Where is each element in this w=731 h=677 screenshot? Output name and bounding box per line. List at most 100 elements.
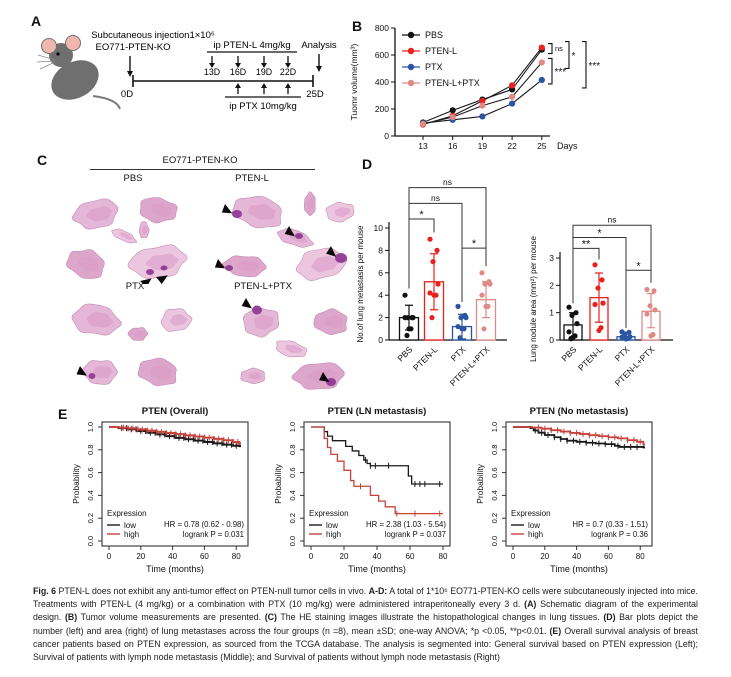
svg-text:60: 60	[406, 552, 415, 561]
panel-d-label: D	[362, 156, 373, 172]
svg-text:0.0: 0.0	[288, 536, 297, 546]
svg-text:0.2: 0.2	[490, 513, 499, 523]
caption-segment: PTEN-L does not exhibit any anti-tumor e…	[56, 586, 369, 596]
svg-text:low: low	[124, 521, 136, 530]
km-plot-no-metastasis: 0.0 0.2 0.4 0.6 0.8 1.0 0 20 40 60 80 PTEN (No meta…	[475, 406, 653, 574]
caption-segment: Tumor volume measurements are presented.	[77, 612, 265, 623]
caption-segment: (A)	[524, 599, 537, 610]
svg-text:Probability: Probability	[71, 463, 81, 503]
svg-text:ns: ns	[555, 44, 563, 53]
svg-text:low: low	[528, 521, 540, 530]
svg-text:20: 20	[540, 552, 549, 561]
caption-segment: (C)	[264, 612, 277, 623]
svg-text:PTEN-L+PTX: PTEN-L+PTX	[425, 78, 480, 88]
svg-text:400: 400	[375, 77, 389, 87]
svg-text:HR = 0.7 (0.33 - 1.51): HR = 0.7 (0.33 - 1.51)	[572, 520, 648, 529]
svg-text:Time (months): Time (months)	[348, 564, 406, 574]
histology-image-pbs	[66, 197, 188, 284]
caption-segment: Bar plots depict the number (left) and a…	[33, 612, 699, 636]
svg-text:4: 4	[378, 290, 383, 300]
svg-text:**: **	[582, 238, 591, 250]
svg-text:PTEN-L: PTEN-L	[425, 46, 457, 56]
svg-text:0: 0	[378, 335, 383, 345]
svg-text:20: 20	[340, 552, 349, 561]
tumor-volume-chart: 0 200 400 600 800 13 16 19 22 25 Days Tuomr volume(…	[349, 23, 601, 151]
svg-text:Probability: Probability	[273, 463, 283, 503]
svg-text:13: 13	[418, 141, 428, 151]
caption-segment: Fig. 6	[33, 586, 57, 596]
svg-text:high: high	[326, 530, 341, 539]
histology-header: EO771-PTEN-KO	[162, 155, 238, 166]
svg-text:0: 0	[511, 552, 516, 561]
svg-text:0.2: 0.2	[288, 513, 297, 523]
svg-text:logrank P = 0.037: logrank P = 0.037	[385, 530, 446, 539]
svg-text:Expression: Expression	[309, 509, 349, 518]
svg-text:PTEN-L: PTEN-L	[411, 344, 440, 373]
svg-text:3: 3	[549, 253, 554, 263]
svg-text:2: 2	[378, 313, 383, 323]
svg-text:19: 19	[478, 141, 488, 151]
svg-text:0.8: 0.8	[288, 445, 297, 455]
pten-down-arrows	[209, 56, 291, 68]
svg-text:ns: ns	[431, 193, 440, 203]
svg-text:PTEN (LN metastasis): PTEN (LN metastasis)	[328, 406, 427, 417]
svg-text:Lung nodule area (mm²) per mou: Lung nodule area (mm²) per mouse	[529, 236, 538, 362]
caption-segment: Schematic diagram of the experimental de…	[33, 599, 698, 623]
mouse-icon	[36, 35, 121, 110]
svg-text:0.4: 0.4	[86, 490, 95, 500]
experiment-schematic: Subcutaneous injection1×10⁶ EO771-PTEN-K…	[36, 30, 337, 112]
svg-text:60: 60	[604, 552, 613, 561]
svg-text:40: 40	[572, 552, 581, 561]
svg-text:0.0: 0.0	[86, 536, 95, 546]
chart-legend: PBS PTEN-L PTX PTEN-L+PTX	[402, 30, 480, 88]
svg-text:PBS: PBS	[395, 344, 414, 363]
caption-segment: A-D:	[368, 586, 388, 596]
caption-segment: A total of 1*10⁶ EO771-PTEN-KO cells wer…	[33, 586, 699, 610]
svg-text:logrank P = 0.36: logrank P = 0.36	[591, 530, 648, 539]
svg-text:high: high	[124, 530, 139, 539]
svg-text:8: 8	[378, 245, 383, 255]
figure-caption: Fig. 6 PTEN-L does not exhibit any anti-…	[33, 585, 698, 664]
svg-text:10: 10	[374, 223, 384, 233]
svg-text:80: 80	[232, 552, 241, 561]
svg-text:ns: ns	[608, 215, 617, 225]
svg-text:PTX: PTX	[425, 62, 443, 72]
histology-header-rule	[90, 169, 315, 170]
km-annotation: HR = 0.78 (0.62 - 0.98)logrank P = 0.031	[164, 520, 244, 539]
svg-text:*: *	[597, 228, 602, 240]
svg-text:PBS: PBS	[559, 344, 578, 363]
svg-text:PTEN (No metastasis): PTEN (No metastasis)	[530, 406, 629, 417]
svg-text:logrank P = 0.031: logrank P = 0.031	[183, 530, 244, 539]
pten-treatment-label: ip PTEN-L 4mg/kg	[213, 40, 290, 51]
analysis-label: Analysis	[301, 40, 337, 51]
svg-text:No.of lung metastasis per mous: No.of lung metastasis per mouse	[356, 225, 365, 342]
svg-text:0: 0	[549, 335, 554, 345]
caption-segment: (B)	[65, 612, 78, 623]
svg-text:PTX: PTX	[449, 344, 468, 363]
caption-segment: (D)	[603, 612, 616, 623]
treatment-day-22: 22D	[280, 67, 296, 77]
svg-text:25: 25	[537, 141, 547, 151]
panel-b-label: B	[352, 18, 363, 34]
svg-text:Probability: Probability	[475, 463, 485, 503]
svg-text:***: ***	[589, 61, 601, 72]
svg-text:0.6: 0.6	[86, 467, 95, 477]
svg-text:60: 60	[200, 552, 209, 561]
svg-text:22: 22	[507, 141, 517, 151]
day-start-label: 0D	[121, 89, 133, 100]
svg-text:1: 1	[549, 308, 554, 318]
svg-text:Expression: Expression	[107, 509, 147, 518]
treatment-day-16: 16D	[230, 67, 246, 77]
treatment-day-13: 13D	[204, 67, 220, 77]
svg-text:0.0: 0.0	[490, 536, 499, 546]
quadrant-label-ptenl: PTEN-L	[235, 173, 269, 184]
injection-text-line2: EO771-PTEN-KO	[96, 42, 171, 53]
ptx-up-arrows	[235, 83, 291, 94]
histology-image-ptx	[71, 303, 193, 387]
injection-text-line1: Subcutaneous injection1×10⁶	[91, 30, 215, 41]
svg-text:PTX: PTX	[613, 344, 632, 363]
svg-text:*: *	[636, 260, 641, 272]
